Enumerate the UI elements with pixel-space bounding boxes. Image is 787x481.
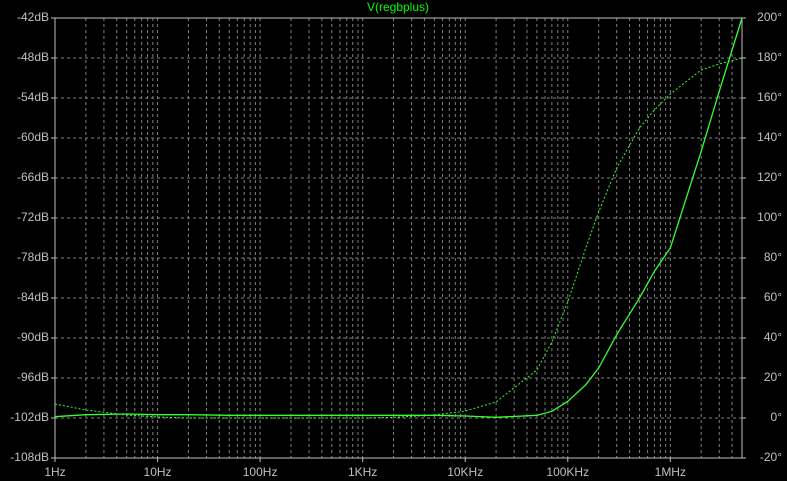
y-tick-label: -66dB [17, 170, 49, 184]
y2-tick-label: 140° [757, 130, 782, 144]
y-tick-label: -48dB [17, 50, 49, 64]
x-tick-label: 10Hz [144, 465, 172, 479]
y2-tick-label: 80° [764, 250, 782, 264]
x-tick-label: 10KHz [447, 465, 483, 479]
y2-tick-label: 160° [757, 90, 782, 104]
x-tick-label: 1Hz [44, 465, 65, 479]
x-tick-label: 1KHz [348, 465, 377, 479]
series-line [54, 17, 743, 418]
y2-tick-label: 0° [771, 410, 783, 424]
chart-title: V(regbplus) [367, 0, 429, 14]
y-tick-label: -96dB [17, 370, 49, 384]
y-tick-label: -42dB [17, 10, 49, 24]
y-tick-label: -84dB [17, 290, 49, 304]
x-tick-label: 1MHz [655, 465, 686, 479]
y2-tick-label: 40° [764, 330, 782, 344]
y-tick-label: -72dB [17, 210, 49, 224]
y-tick-label: -78dB [17, 250, 49, 264]
y-tick-label: -90dB [17, 330, 49, 344]
series-line [54, 57, 743, 419]
x-tick-label: 100KHz [546, 465, 589, 479]
y-tick-label: -54dB [17, 90, 49, 104]
y2-tick-label: 120° [757, 170, 782, 184]
y2-tick-label: 200° [757, 10, 782, 24]
y-tick-label: -108dB [10, 450, 49, 464]
y2-tick-label: 100° [757, 210, 782, 224]
y2-tick-label: 20° [764, 370, 782, 384]
y2-tick-label: 60° [764, 290, 782, 304]
x-tick-label: 100Hz [243, 465, 278, 479]
y-tick-label: -60dB [17, 130, 49, 144]
y2-tick-label: -20° [760, 450, 782, 464]
y2-tick-label: 180° [757, 50, 782, 64]
plot-frame [54, 17, 743, 459]
y-tick-label: -102dB [10, 410, 49, 424]
